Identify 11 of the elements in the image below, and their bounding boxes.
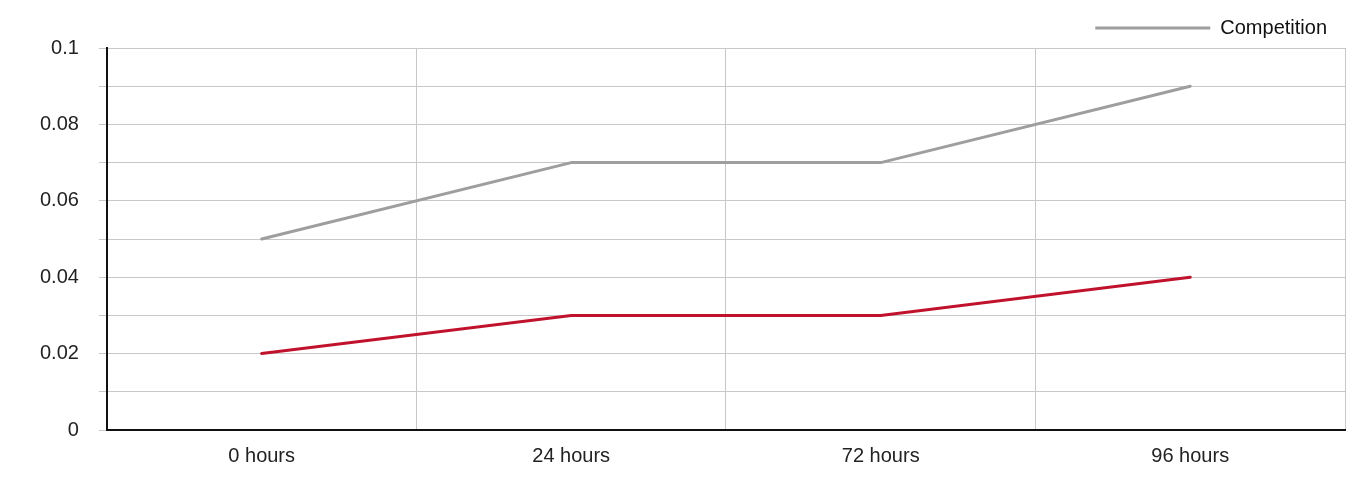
text: Competition bbox=[1220, 15, 1327, 38]
y-tick-label: 0.02 bbox=[39, 341, 79, 364]
x-tick-label: 24 hours bbox=[532, 443, 611, 466]
y-tick-label: 0.08 bbox=[39, 111, 79, 134]
y-tick-label: 0.04 bbox=[39, 264, 79, 287]
x-tick-label: 72 hours bbox=[841, 443, 920, 466]
x-tick-label: 0 hours bbox=[228, 443, 296, 466]
y-tick-label: 0 bbox=[67, 417, 79, 440]
y-tick-label: 0.1 bbox=[51, 35, 79, 58]
y-tick-label: 0.06 bbox=[39, 188, 79, 211]
x-tick-label: 96 hours bbox=[1151, 443, 1230, 466]
